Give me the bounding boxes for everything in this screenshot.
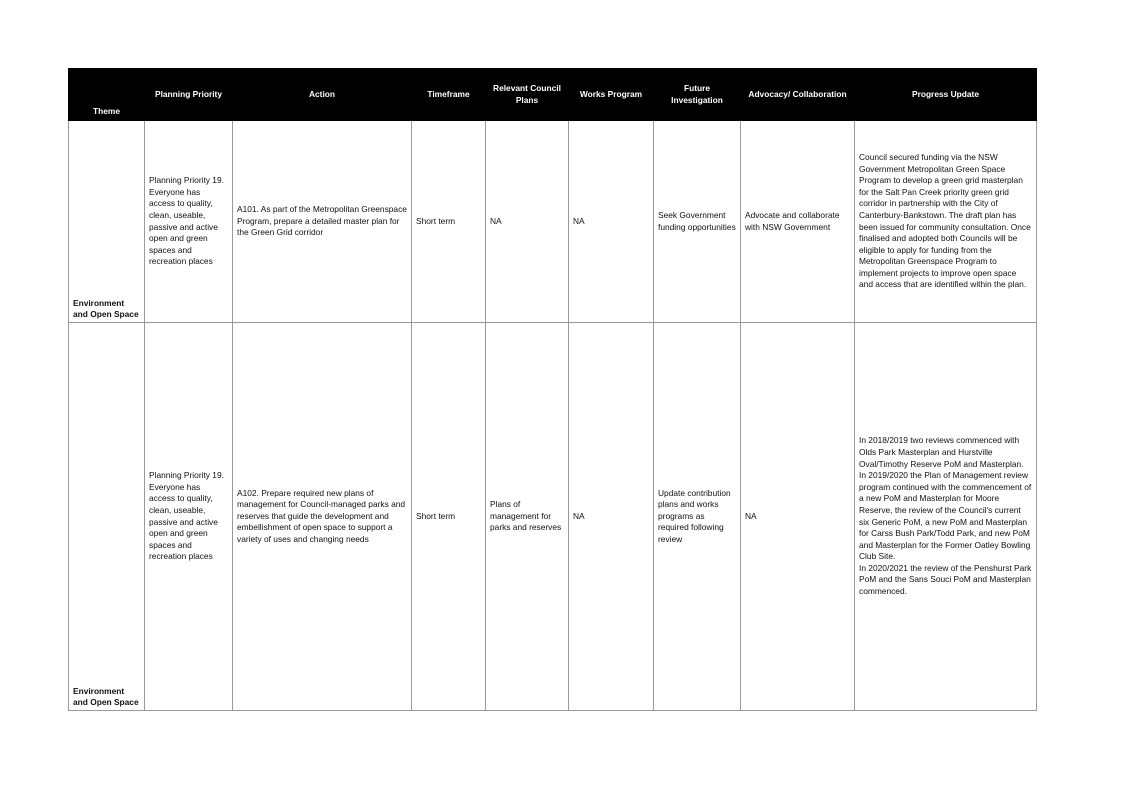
header-action: Action	[232, 68, 412, 121]
header-progress-update: Progress Update	[854, 68, 1037, 121]
cell-theme: Environment and Open Space	[68, 120, 145, 323]
cell-planning-priority: Planning Priority 19. Everyone has acces…	[144, 322, 233, 711]
header-row: Theme Planning Priority Action Timeframe…	[68, 68, 1037, 121]
cell-works-program: NA	[568, 120, 654, 323]
cell-relevant-council-plans: NA	[485, 120, 569, 323]
header-advocacy-collaboration: Advocacy/ Collaboration	[740, 68, 855, 121]
table-row: Environment and Open Space Planning Prio…	[68, 120, 1037, 323]
cell-advocacy-collaboration: Advocate and collaborate with NSW Govern…	[740, 120, 855, 323]
progress-update-paragraph: In 2019/2020 the Plan of Management revi…	[859, 470, 1032, 562]
header-planning-priority: Planning Priority	[144, 68, 233, 121]
cell-future-investigation: Seek Government funding opportunities	[653, 120, 741, 323]
cell-theme: Environment and Open Space	[68, 322, 145, 711]
progress-update-paragraph: In 2020/2021 the review of the Penshurst…	[859, 562, 1032, 597]
cell-relevant-council-plans: Plans of management for parks and reserv…	[485, 322, 569, 711]
cell-progress-update: Council secured funding via the NSW Gove…	[854, 120, 1037, 323]
cell-progress-update: In 2018/2019 two reviews commenced with …	[854, 322, 1037, 711]
header-timeframe: Timeframe	[411, 68, 486, 121]
progress-update-paragraph: In 2018/2019 two reviews commenced with …	[859, 435, 1024, 469]
header-future-investigation: Future Investigation	[653, 68, 741, 121]
action-plan-table: Theme Planning Priority Action Timeframe…	[68, 68, 1037, 711]
cell-future-investigation: Update contribution plans and works prog…	[653, 322, 741, 711]
header-works-program: Works Program	[568, 68, 654, 121]
table-row: Environment and Open Space Planning Prio…	[68, 322, 1037, 711]
cell-planning-priority: Planning Priority 19. Everyone has acces…	[144, 120, 233, 323]
cell-advocacy-collaboration: NA	[740, 322, 855, 711]
header-theme: Theme	[68, 68, 145, 121]
cell-works-program: NA	[568, 322, 654, 711]
cell-timeframe: Short term	[411, 120, 486, 323]
progress-update-paragraph: Council secured funding via the NSW Gove…	[859, 151, 1031, 290]
header-relevant-council-plans: Relevant Council Plans	[485, 68, 569, 121]
cell-action: A101. As part of the Metropolitan Greens…	[232, 120, 412, 323]
cell-timeframe: Short term	[411, 322, 486, 711]
cell-action: A102. Prepare required new plans of mana…	[232, 322, 412, 711]
